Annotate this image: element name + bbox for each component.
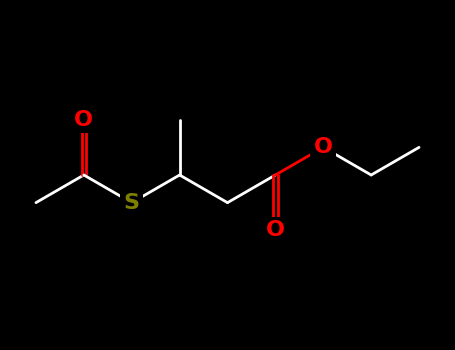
Text: O: O: [74, 110, 93, 130]
Text: O: O: [266, 220, 285, 240]
Text: S: S: [124, 193, 140, 213]
Text: O: O: [314, 137, 333, 158]
